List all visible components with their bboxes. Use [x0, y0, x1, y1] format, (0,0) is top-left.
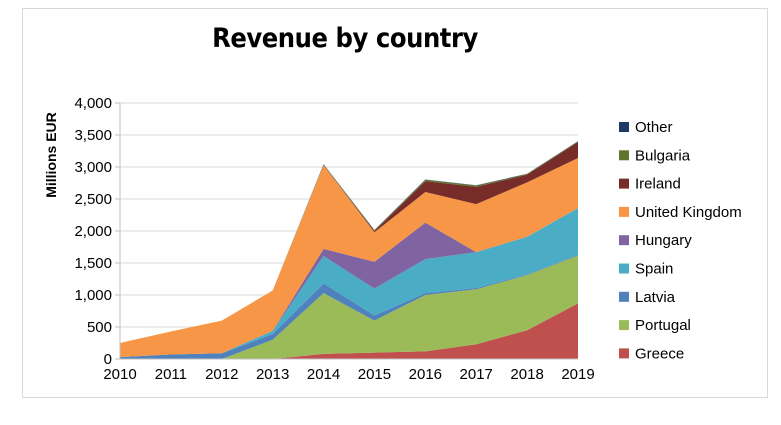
legend-item-other: Other — [619, 119, 673, 136]
y-tick-label: 1,500 — [74, 255, 112, 272]
legend-swatch-ireland — [619, 178, 629, 189]
area-spain — [120, 207, 578, 358]
legend-label-latvia: Latvia — [635, 289, 676, 306]
legend-item-hungary: Hungary — [619, 232, 692, 249]
legend-item-greece: Greece — [619, 345, 684, 362]
legend-label-hungary: Hungary — [635, 232, 692, 249]
area-latvia — [120, 254, 578, 359]
area-greece — [120, 303, 578, 359]
legend-label-united-kingdom: United Kingdom — [635, 204, 742, 221]
legend-label-ireland: Ireland — [635, 176, 681, 193]
legend-label-portugal: Portugal — [635, 317, 691, 334]
legend-swatch-latvia — [619, 291, 629, 302]
legend-swatch-bulgaria — [619, 150, 629, 161]
x-tick-label: 2019 — [561, 366, 594, 383]
y-tick-label: 0 — [104, 351, 112, 368]
legend: Other Bulgaria Ireland United Kingdom Hungar… — [619, 119, 742, 362]
x-tick-label: 2015 — [358, 366, 391, 383]
x-tick-label: 2014 — [307, 366, 340, 383]
y-tick-label: 4,000 — [74, 95, 112, 112]
x-tick-label: 2016 — [409, 366, 442, 383]
area-united-kingdom — [120, 158, 578, 358]
legend-swatch-hungary — [619, 235, 629, 246]
legend-label-other: Other — [635, 119, 673, 136]
legend-item-portugal: Portugal — [619, 317, 691, 334]
y-tick-label: 3,000 — [74, 159, 112, 176]
x-tick-label: 2010 — [103, 366, 136, 383]
chart-title: Revenue by country — [212, 23, 478, 54]
legend-swatch-greece — [619, 348, 629, 359]
legend-swatch-united-kingdom — [619, 206, 629, 217]
legend-label-greece: Greece — [635, 345, 684, 362]
legend-swatch-portugal — [619, 320, 629, 331]
legend-item-latvia: Latvia — [619, 289, 676, 306]
y-tick-label: 1,000 — [74, 287, 112, 304]
y-tick-label: 3,500 — [74, 127, 112, 144]
legend-label-spain: Spain — [635, 261, 673, 278]
x-tick-labels: 2010 2011 2012 2013 2014 2015 2016 2017 2018 2019 — [103, 366, 594, 383]
x-tick-label: 2013 — [256, 366, 289, 383]
y-axis-label: Millions EUR — [43, 112, 59, 198]
area-portugal — [120, 255, 578, 359]
y-tick-labels: 0 500 1,000 1,500 2,000 2,500 3,000 3,500 4,000 — [74, 95, 112, 368]
legend-swatch-other — [619, 122, 629, 132]
x-tick-label: 2012 — [205, 366, 238, 383]
axes — [115, 102, 578, 360]
legend-item-bulgaria: Bulgaria — [619, 147, 691, 164]
legend-swatch-spain — [619, 263, 629, 274]
stacked-areas — [120, 141, 578, 359]
legend-item-united-kingdom: United Kingdom — [619, 204, 742, 221]
x-tick-label: 2011 — [155, 366, 187, 383]
area-ireland — [120, 142, 578, 343]
y-tick-label: 2,000 — [74, 223, 112, 240]
area-hungary — [120, 207, 578, 358]
y-tick-label: 2,500 — [74, 191, 112, 208]
legend-label-bulgaria: Bulgaria — [635, 147, 691, 164]
legend-item-spain: Spain — [619, 261, 673, 278]
y-tick-label: 500 — [87, 319, 112, 336]
x-tick-label: 2017 — [460, 366, 493, 383]
x-tick-label: 2018 — [510, 366, 543, 383]
legend-item-ireland: Ireland — [619, 176, 681, 193]
